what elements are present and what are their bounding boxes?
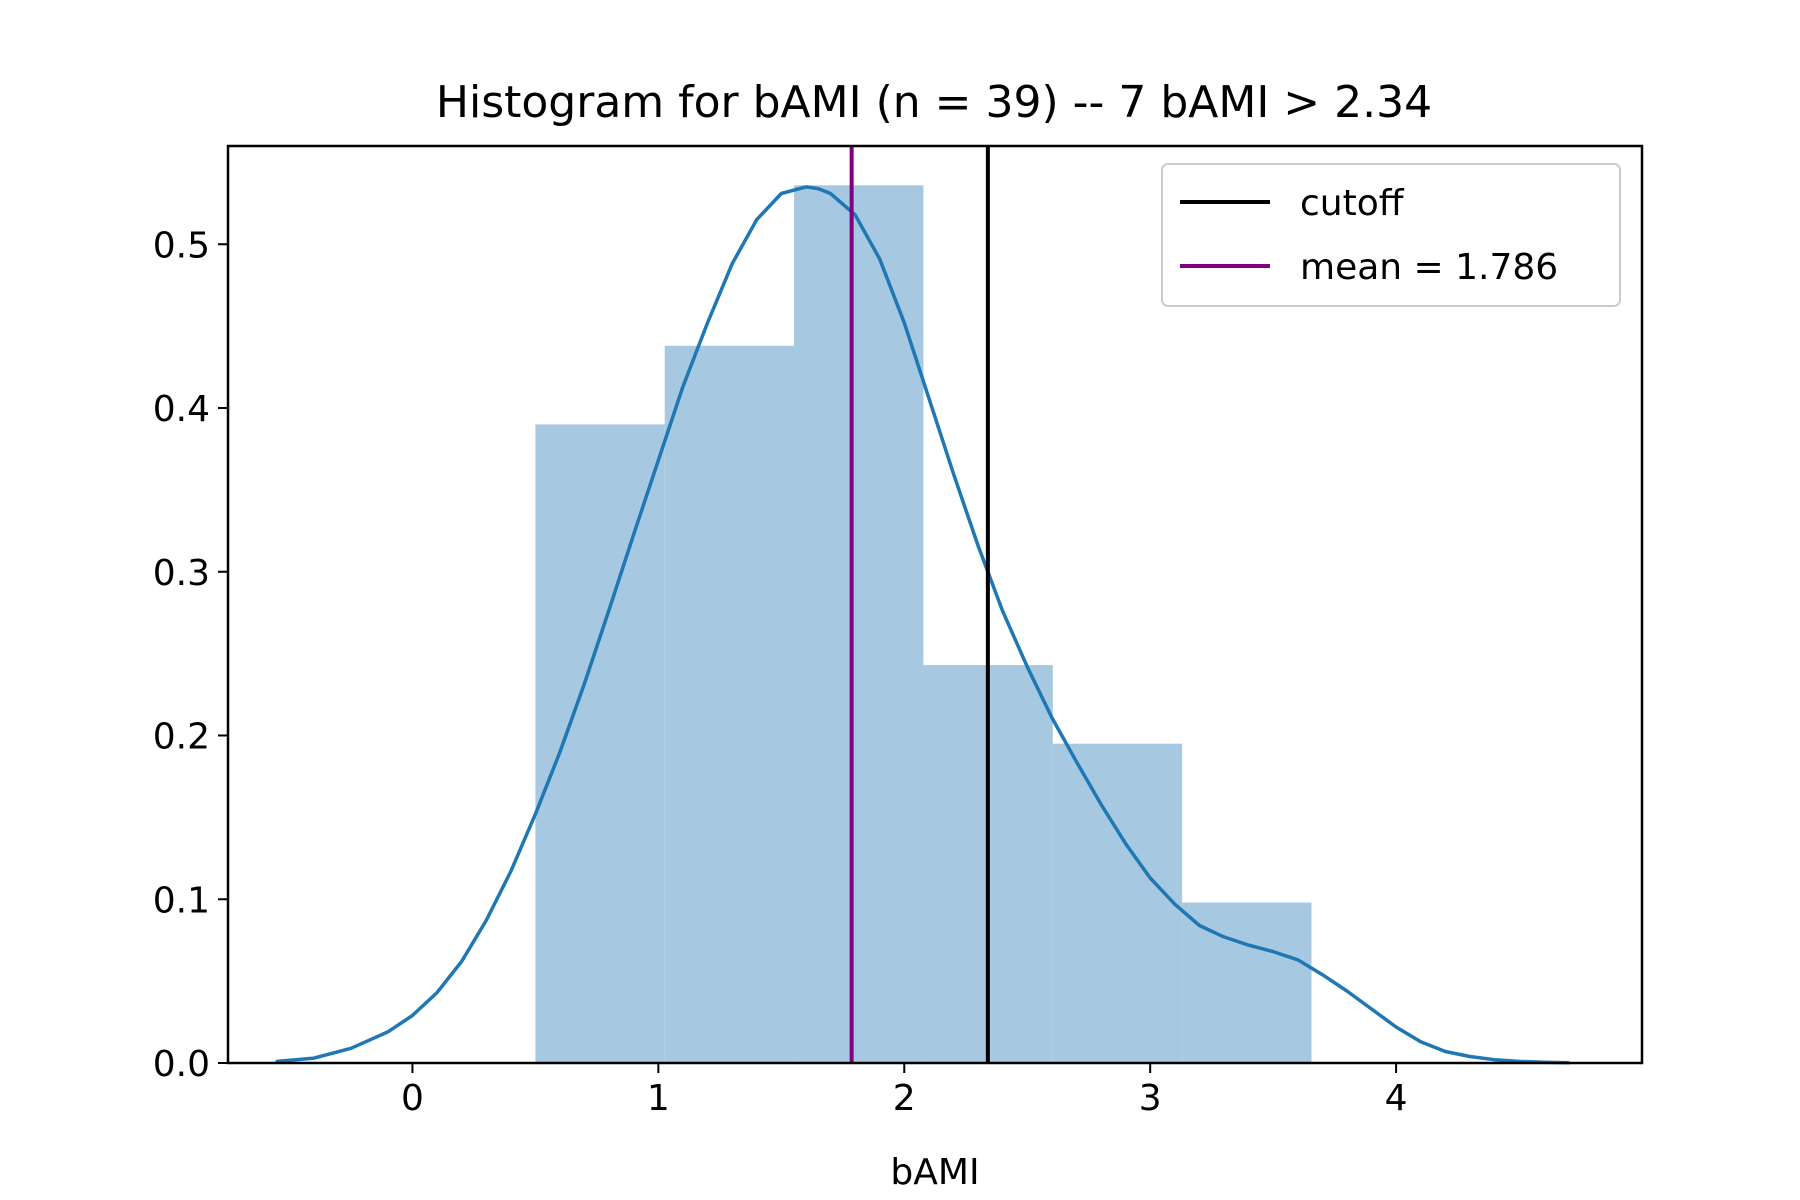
y-tick-label: 0.1 [153,880,210,921]
legend: cutoff mean = 1.786 [1161,163,1621,307]
x-axis-ticks: 0 1 2 3 4 [401,1063,1408,1119]
histogram-bar-2 [794,185,924,1064]
histogram-bars [535,185,1312,1064]
histogram-bar-4 [1052,743,1183,1063]
kde-layer [275,185,1570,1065]
chart-title: Histogram for bAMI (n = 39) -- 7 bAMI > … [436,77,1432,128]
x-tick-label: 1 [647,1078,670,1119]
x-tick-label: 3 [1139,1078,1162,1119]
x-tick-label: 4 [1385,1078,1408,1119]
histogram-bar-1 [664,345,795,1063]
y-axis-ticks: 0.0 0.1 0.2 0.3 0.4 0.5 [153,225,228,1085]
y-tick-label: 0.2 [153,717,210,758]
x-tick-label: 2 [893,1078,916,1119]
histogram-bar-0 [535,424,665,1063]
y-tick-label: 0.4 [153,389,210,430]
x-axis-label: bAMI [890,1152,979,1193]
legend-label: mean = 1.786 [1300,247,1558,288]
legend-label: cutoff [1300,183,1405,224]
y-tick-label: 0.3 [153,553,210,594]
legend-box [1161,163,1621,307]
y-tick-label: 0.0 [153,1044,210,1085]
x-tick-label: 0 [401,1078,424,1119]
reference-lines [849,146,990,1063]
y-tick-label: 0.5 [153,225,210,266]
kde-curve [275,185,1570,1065]
plot-frame [226,144,1644,1065]
